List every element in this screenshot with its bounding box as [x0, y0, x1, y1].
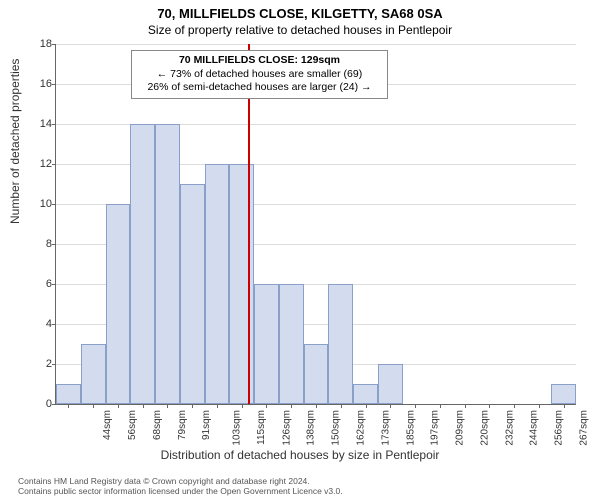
ytick-label: 16: [28, 78, 52, 90]
xtick-label: 79sqm: [177, 410, 188, 440]
ytick-label: 12: [28, 158, 52, 170]
xtick-mark: [415, 404, 416, 408]
xtick-label: 138sqm: [306, 410, 317, 446]
histogram-bar: [279, 284, 304, 404]
histogram-bar: [130, 124, 155, 404]
ytick-label: 6: [28, 278, 52, 290]
xtick-mark: [167, 404, 168, 408]
xtick-mark: [440, 404, 441, 408]
annotation-line-3: 26% of semi-detached houses are larger (…: [132, 81, 387, 95]
histogram-bar: [155, 124, 180, 404]
chart-title: 70, MILLFIELDS CLOSE, KILGETTY, SA68 0SA: [0, 0, 600, 21]
annotation-line-2: ← 73% of detached houses are smaller (69…: [132, 68, 387, 82]
ytick-mark: [52, 244, 56, 245]
histogram-bar: [378, 364, 403, 404]
chart-container: 70, MILLFIELDS CLOSE, KILGETTY, SA68 0SA…: [0, 0, 600, 500]
y-axis-label: Number of detached properties: [8, 59, 22, 224]
xtick-label: 68sqm: [152, 410, 163, 440]
xtick-mark: [217, 404, 218, 408]
xtick-label: 244sqm: [529, 410, 540, 446]
ytick-mark: [52, 204, 56, 205]
ytick-mark: [52, 284, 56, 285]
annotation-box: 70 MILLFIELDS CLOSE: 129sqm ← 73% of det…: [131, 50, 388, 99]
xtick-mark: [465, 404, 466, 408]
xtick-label: 232sqm: [504, 410, 515, 446]
histogram-bar: [56, 384, 81, 404]
ytick-mark: [52, 124, 56, 125]
footer-attribution: Contains HM Land Registry data © Crown c…: [18, 476, 343, 496]
xtick-mark: [192, 404, 193, 408]
ytick-label: 8: [28, 238, 52, 250]
xtick-label: 115sqm: [256, 410, 267, 445]
ytick-mark: [52, 44, 56, 45]
ytick-label: 18: [28, 38, 52, 50]
xtick-mark: [366, 404, 367, 408]
ytick-label: 4: [28, 318, 52, 330]
xtick-label: 185sqm: [405, 410, 416, 446]
plot-area: 02468101214161844sqm56sqm68sqm79sqm91sqm…: [55, 44, 576, 405]
ytick-label: 0: [28, 398, 52, 410]
histogram-bar: [106, 204, 131, 404]
ytick-label: 2: [28, 358, 52, 370]
histogram-bar: [328, 284, 353, 404]
xtick-label: 267sqm: [578, 410, 589, 446]
xtick-mark: [341, 404, 342, 408]
footer-line-2: Contains public sector information licen…: [18, 486, 343, 496]
xtick-mark: [143, 404, 144, 408]
chart-subtitle: Size of property relative to detached ho…: [0, 23, 600, 37]
xtick-mark: [390, 404, 391, 408]
xtick-label: 162sqm: [356, 410, 367, 446]
histogram-bar: [180, 184, 205, 404]
histogram-bar: [254, 284, 279, 404]
xtick-label: 44sqm: [102, 410, 113, 440]
annotation-line-1: 70 MILLFIELDS CLOSE: 129sqm: [132, 54, 387, 68]
xtick-mark: [68, 404, 69, 408]
ytick-mark: [52, 164, 56, 165]
histogram-bar: [205, 164, 230, 404]
xtick-label: 150sqm: [331, 410, 342, 446]
gridline-h: [56, 44, 576, 45]
xtick-mark: [242, 404, 243, 408]
xtick-label: 220sqm: [479, 410, 490, 446]
xtick-mark: [489, 404, 490, 408]
xtick-label: 197sqm: [430, 410, 441, 446]
histogram-bar: [551, 384, 576, 404]
histogram-bar: [304, 344, 329, 404]
x-axis-label: Distribution of detached houses by size …: [0, 448, 600, 462]
xtick-mark: [539, 404, 540, 408]
footer-line-1: Contains HM Land Registry data © Crown c…: [18, 476, 343, 486]
xtick-label: 91sqm: [201, 410, 212, 440]
xtick-mark: [514, 404, 515, 408]
xtick-mark: [118, 404, 119, 408]
ytick-mark: [52, 324, 56, 325]
ytick-label: 10: [28, 198, 52, 210]
histogram-bar: [229, 164, 254, 404]
xtick-label: 209sqm: [455, 410, 466, 446]
xtick-mark: [266, 404, 267, 408]
xtick-label: 173sqm: [380, 410, 391, 446]
ytick-mark: [52, 84, 56, 85]
histogram-bar: [81, 344, 106, 404]
ytick-label: 14: [28, 118, 52, 130]
xtick-label: 256sqm: [554, 410, 565, 446]
xtick-mark: [564, 404, 565, 408]
xtick-mark: [316, 404, 317, 408]
xtick-label: 126sqm: [281, 410, 292, 446]
xtick-mark: [93, 404, 94, 408]
histogram-bar: [353, 384, 378, 404]
xtick-label: 103sqm: [232, 410, 243, 446]
ytick-mark: [52, 404, 56, 405]
ytick-mark: [52, 364, 56, 365]
xtick-mark: [291, 404, 292, 408]
xtick-label: 56sqm: [127, 410, 138, 440]
